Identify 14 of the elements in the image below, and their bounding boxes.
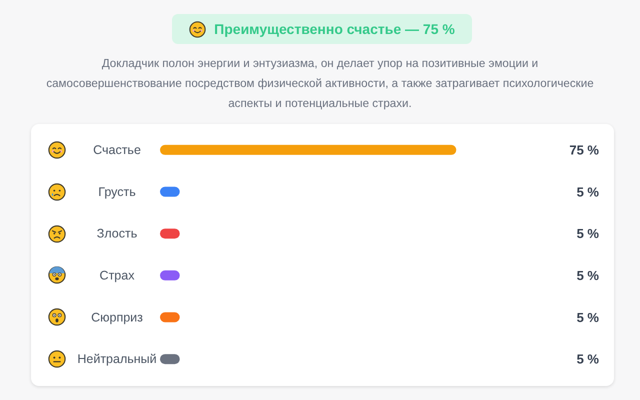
data-label: 5 % — [576, 268, 600, 283]
y-tick-label: Грусть — [98, 184, 136, 199]
y-tick-label: Страх — [100, 268, 136, 282]
data-label: 75 % — [569, 142, 600, 158]
chart-subtitle: Докладчик полон энергии и энтузиазма, он делает упор на позитивные эмоции и самосовершенствование посредством физической активности, а также затрагивает психологические аспекты и потенциальные страхи. — [45, 56, 595, 112]
y-tick-label: Сюрприз — [91, 310, 144, 324]
data-label: 5 % — [576, 352, 600, 367]
y-tick-label: Нейтральный — [77, 352, 157, 366]
data-label: 5 % — [576, 226, 600, 242]
y-tick-label: Злость — [96, 226, 138, 241]
chart-title: Преимущественно счастье — 75 % — [214, 21, 455, 37]
y-tick-label: Счастье — [93, 142, 141, 157]
data-label: 5 % — [576, 184, 600, 200]
data-label: 5 % — [576, 310, 600, 325]
